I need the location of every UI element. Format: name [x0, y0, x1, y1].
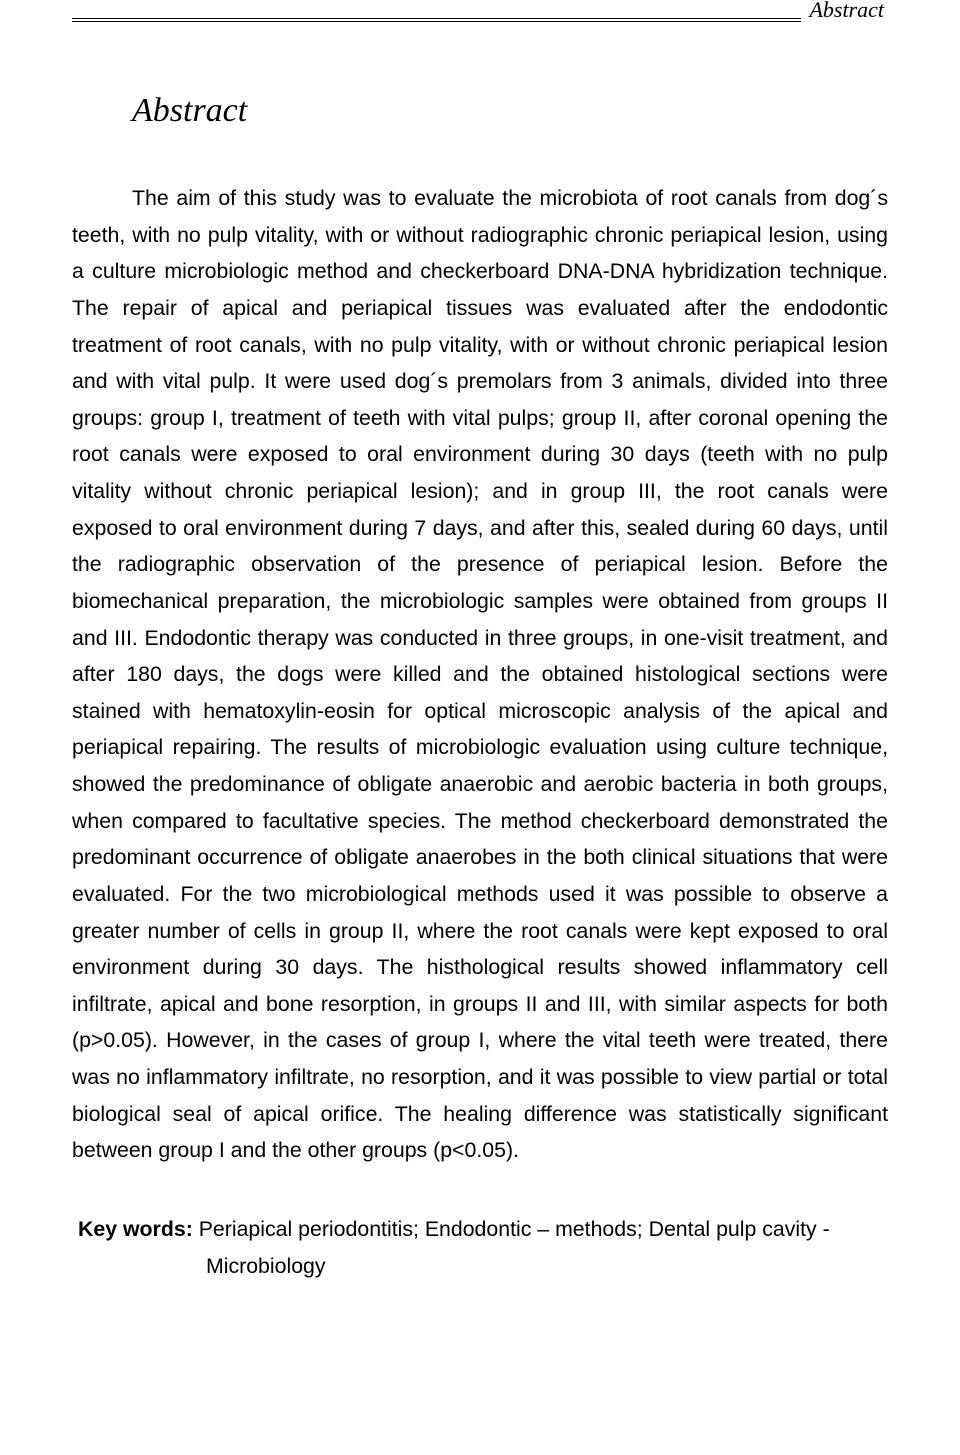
page: Abstract Abstract The aim of this study …	[0, 0, 960, 1455]
header-rule-top	[72, 18, 888, 19]
page-title: Abstract	[132, 92, 888, 130]
keywords-line-1: Periapical periodontitis; Endodontic – m…	[199, 1217, 830, 1241]
keywords-line-2: Microbiology	[78, 1248, 888, 1285]
header-rule-bottom	[72, 21, 888, 22]
abstract-body: The aim of this study was to evaluate th…	[72, 180, 888, 1169]
running-head: Abstract	[801, 0, 888, 23]
keywords-label: Key words:	[78, 1217, 193, 1241]
header-double-rule	[72, 18, 888, 22]
keywords-block: Key words: Periapical periodontitis; End…	[72, 1211, 888, 1284]
